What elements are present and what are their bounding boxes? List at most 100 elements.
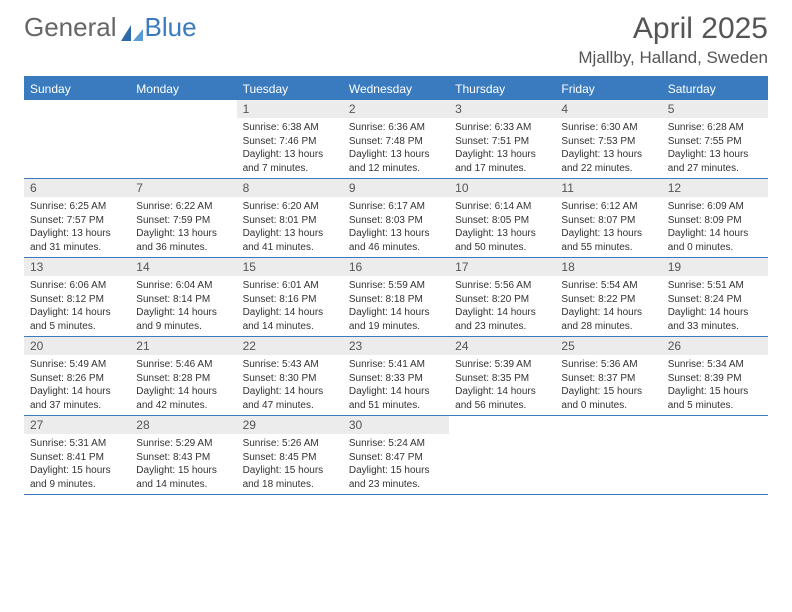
daylight-text: Daylight: 13 hours and 17 minutes. — [455, 148, 549, 175]
sunset-text: Sunset: 7:59 PM — [136, 214, 230, 228]
sunrise-text: Sunrise: 5:31 AM — [30, 437, 124, 451]
cell-body: Sunrise: 6:36 AMSunset: 7:48 PMDaylight:… — [343, 118, 449, 178]
cell-body: Sunrise: 6:38 AMSunset: 7:46 PMDaylight:… — [237, 118, 343, 178]
weeks-container: 1Sunrise: 6:38 AMSunset: 7:46 PMDaylight… — [24, 100, 768, 495]
cell-body: Sunrise: 5:51 AMSunset: 8:24 PMDaylight:… — [662, 276, 768, 336]
sunrise-text: Sunrise: 6:17 AM — [349, 200, 443, 214]
cell-body: Sunrise: 6:09 AMSunset: 8:09 PMDaylight:… — [662, 197, 768, 257]
calendar-cell: 2Sunrise: 6:36 AMSunset: 7:48 PMDaylight… — [343, 100, 449, 178]
date-number — [555, 416, 661, 434]
cell-body: Sunrise: 5:26 AMSunset: 8:45 PMDaylight:… — [237, 434, 343, 494]
calendar-cell: 18Sunrise: 5:54 AMSunset: 8:22 PMDayligh… — [555, 258, 661, 336]
calendar-cell: 27Sunrise: 5:31 AMSunset: 8:41 PMDayligh… — [24, 416, 130, 494]
sunrise-text: Sunrise: 6:25 AM — [30, 200, 124, 214]
calendar-cell: 14Sunrise: 6:04 AMSunset: 8:14 PMDayligh… — [130, 258, 236, 336]
cell-body: Sunrise: 6:04 AMSunset: 8:14 PMDaylight:… — [130, 276, 236, 336]
calendar-cell: 7Sunrise: 6:22 AMSunset: 7:59 PMDaylight… — [130, 179, 236, 257]
date-number: 20 — [24, 337, 130, 355]
calendar-cell: 24Sunrise: 5:39 AMSunset: 8:35 PMDayligh… — [449, 337, 555, 415]
daylight-text: Daylight: 13 hours and 31 minutes. — [30, 227, 124, 254]
daylight-text: Daylight: 14 hours and 14 minutes. — [243, 306, 337, 333]
sunset-text: Sunset: 7:55 PM — [668, 135, 762, 149]
calendar-cell: 9Sunrise: 6:17 AMSunset: 8:03 PMDaylight… — [343, 179, 449, 257]
sunrise-text: Sunrise: 5:24 AM — [349, 437, 443, 451]
daylight-text: Daylight: 13 hours and 27 minutes. — [668, 148, 762, 175]
sunset-text: Sunset: 8:03 PM — [349, 214, 443, 228]
daylight-text: Daylight: 13 hours and 12 minutes. — [349, 148, 443, 175]
date-number: 14 — [130, 258, 236, 276]
daylight-text: Daylight: 15 hours and 18 minutes. — [243, 464, 337, 491]
sunrise-text: Sunrise: 6:01 AM — [243, 279, 337, 293]
sunset-text: Sunset: 8:24 PM — [668, 293, 762, 307]
logo-text-blue: Blue — [145, 12, 197, 43]
cell-body: Sunrise: 5:36 AMSunset: 8:37 PMDaylight:… — [555, 355, 661, 415]
sunset-text: Sunset: 8:14 PM — [136, 293, 230, 307]
calendar-cell: 20Sunrise: 5:49 AMSunset: 8:26 PMDayligh… — [24, 337, 130, 415]
week-row: 20Sunrise: 5:49 AMSunset: 8:26 PMDayligh… — [24, 337, 768, 416]
location-text: Mjallby, Halland, Sweden — [578, 48, 768, 68]
sunset-text: Sunset: 7:57 PM — [30, 214, 124, 228]
sunset-text: Sunset: 7:46 PM — [243, 135, 337, 149]
sunset-text: Sunset: 7:48 PM — [349, 135, 443, 149]
daylight-text: Daylight: 14 hours and 19 minutes. — [349, 306, 443, 333]
sunset-text: Sunset: 8:43 PM — [136, 451, 230, 465]
calendar-cell — [130, 100, 236, 178]
cell-body: Sunrise: 6:28 AMSunset: 7:55 PMDaylight:… — [662, 118, 768, 178]
cell-body: Sunrise: 5:39 AMSunset: 8:35 PMDaylight:… — [449, 355, 555, 415]
cell-body: Sunrise: 5:59 AMSunset: 8:18 PMDaylight:… — [343, 276, 449, 336]
logo: General Blue — [24, 12, 197, 43]
sunset-text: Sunset: 8:37 PM — [561, 372, 655, 386]
date-number: 23 — [343, 337, 449, 355]
sunrise-text: Sunrise: 5:46 AM — [136, 358, 230, 372]
daylight-text: Daylight: 14 hours and 5 minutes. — [30, 306, 124, 333]
sunset-text: Sunset: 8:33 PM — [349, 372, 443, 386]
cell-body: Sunrise: 6:12 AMSunset: 8:07 PMDaylight:… — [555, 197, 661, 257]
sunrise-text: Sunrise: 5:51 AM — [668, 279, 762, 293]
calendar-cell: 26Sunrise: 5:34 AMSunset: 8:39 PMDayligh… — [662, 337, 768, 415]
daylight-text: Daylight: 14 hours and 0 minutes. — [668, 227, 762, 254]
sunrise-text: Sunrise: 5:54 AM — [561, 279, 655, 293]
cell-body: Sunrise: 5:54 AMSunset: 8:22 PMDaylight:… — [555, 276, 661, 336]
date-number: 18 — [555, 258, 661, 276]
calendar-cell: 4Sunrise: 6:30 AMSunset: 7:53 PMDaylight… — [555, 100, 661, 178]
calendar-cell: 3Sunrise: 6:33 AMSunset: 7:51 PMDaylight… — [449, 100, 555, 178]
daylight-text: Daylight: 14 hours and 47 minutes. — [243, 385, 337, 412]
daylight-text: Daylight: 14 hours and 9 minutes. — [136, 306, 230, 333]
calendar-cell: 11Sunrise: 6:12 AMSunset: 8:07 PMDayligh… — [555, 179, 661, 257]
date-number: 29 — [237, 416, 343, 434]
page-title: April 2025 — [578, 12, 768, 46]
cell-body: Sunrise: 5:43 AMSunset: 8:30 PMDaylight:… — [237, 355, 343, 415]
day-header-label: Tuesday — [237, 78, 343, 100]
date-number: 4 — [555, 100, 661, 118]
date-number — [24, 100, 130, 118]
daylight-text: Daylight: 15 hours and 9 minutes. — [30, 464, 124, 491]
daylight-text: Daylight: 13 hours and 41 minutes. — [243, 227, 337, 254]
sunrise-text: Sunrise: 6:14 AM — [455, 200, 549, 214]
date-number: 26 — [662, 337, 768, 355]
day-header-label: Thursday — [449, 78, 555, 100]
date-number: 19 — [662, 258, 768, 276]
sunrise-text: Sunrise: 6:22 AM — [136, 200, 230, 214]
date-number: 25 — [555, 337, 661, 355]
daylight-text: Daylight: 15 hours and 0 minutes. — [561, 385, 655, 412]
calendar-cell: 22Sunrise: 5:43 AMSunset: 8:30 PMDayligh… — [237, 337, 343, 415]
day-header-row: SundayMondayTuesdayWednesdayThursdayFrid… — [24, 78, 768, 100]
date-number: 9 — [343, 179, 449, 197]
date-number — [449, 416, 555, 434]
cell-body: Sunrise: 6:25 AMSunset: 7:57 PMDaylight:… — [24, 197, 130, 257]
day-header-label: Saturday — [662, 78, 768, 100]
sunset-text: Sunset: 8:30 PM — [243, 372, 337, 386]
date-number: 21 — [130, 337, 236, 355]
sunset-text: Sunset: 8:05 PM — [455, 214, 549, 228]
daylight-text: Daylight: 13 hours and 22 minutes. — [561, 148, 655, 175]
daylight-text: Daylight: 13 hours and 7 minutes. — [243, 148, 337, 175]
cell-body: Sunrise: 6:33 AMSunset: 7:51 PMDaylight:… — [449, 118, 555, 178]
sunrise-text: Sunrise: 6:36 AM — [349, 121, 443, 135]
week-row: 27Sunrise: 5:31 AMSunset: 8:41 PMDayligh… — [24, 416, 768, 495]
daylight-text: Daylight: 15 hours and 23 minutes. — [349, 464, 443, 491]
day-header-label: Monday — [130, 78, 236, 100]
calendar-cell — [24, 100, 130, 178]
calendar-cell: 6Sunrise: 6:25 AMSunset: 7:57 PMDaylight… — [24, 179, 130, 257]
calendar-cell: 8Sunrise: 6:20 AMSunset: 8:01 PMDaylight… — [237, 179, 343, 257]
sunset-text: Sunset: 8:35 PM — [455, 372, 549, 386]
